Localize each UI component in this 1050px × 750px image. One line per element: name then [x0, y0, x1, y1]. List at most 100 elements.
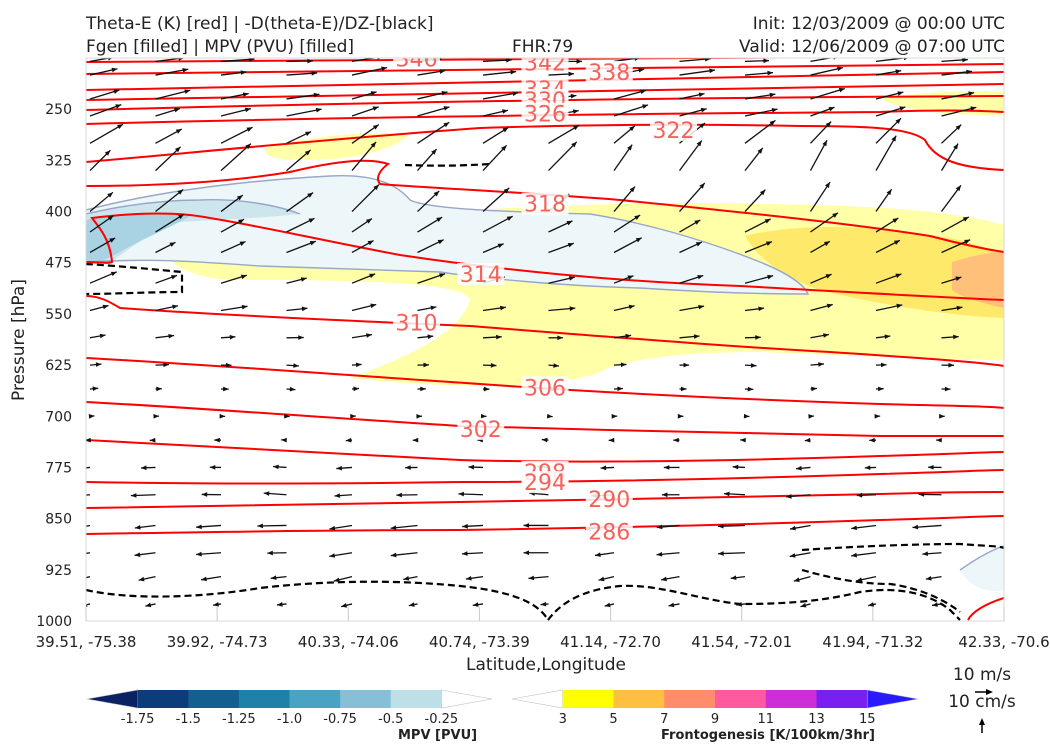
- x-tick-marks: [85, 607, 1005, 621]
- wind-arrow: [810, 106, 835, 117]
- wind-arrow: [196, 551, 222, 557]
- wind-arrow: [220, 92, 249, 100]
- wind-arrow: [613, 362, 627, 368]
- contour-label-bg: [457, 417, 505, 440]
- wind-arrow: [286, 131, 312, 144]
- wind-arrow: [940, 143, 959, 171]
- x-tick-label: 41.14, -72.70: [560, 633, 661, 651]
- mpv-colorbar: -1.75 -1.5 -1.25 -1.0 -0.75 -0.5 -0.25: [86, 689, 493, 727]
- wind-arrow: [875, 106, 906, 117]
- wind-arrow: [417, 148, 438, 172]
- contour-label-bg: [585, 520, 633, 543]
- wind-arrow: [541, 437, 549, 443]
- wind-arrow: [270, 575, 287, 581]
- wind-arrow: [810, 212, 839, 233]
- wind-arrow: [390, 524, 418, 531]
- valid-time: Valid: 12/06/2009 @ 07:00 UTC: [739, 37, 1005, 57]
- wind-arrow: [744, 92, 776, 100]
- wind-arrow: [286, 192, 314, 213]
- theta-e-label: 338: [588, 61, 630, 86]
- wind-arrow: [804, 437, 811, 443]
- wind-arrow: [482, 144, 508, 172]
- wind-arrow: [153, 414, 160, 419]
- wind-arrow: [941, 106, 977, 117]
- wind-arrow: [286, 70, 318, 76]
- contour-label-bg: [521, 102, 569, 125]
- wind-arrow: [130, 493, 156, 498]
- wind-arrow: [155, 241, 176, 254]
- wind-arrow: [482, 109, 509, 117]
- wind-arrow: [89, 123, 124, 144]
- wind-arrow: [679, 68, 716, 76]
- wind-arrow: [86, 494, 91, 496]
- wind-arrow: [548, 71, 575, 77]
- contour-label-bg: [392, 58, 440, 70]
- colorbar-swatch: [511, 689, 564, 709]
- x-tick-label: 40.74, -73.39: [429, 633, 530, 651]
- forecast-hour: FHR:79: [512, 37, 574, 57]
- wind-arrow: [149, 437, 156, 443]
- wind-arrow: [875, 188, 893, 212]
- colorbar-swatch: [390, 690, 442, 708]
- wind-arrow: [600, 465, 615, 471]
- wind-arrow: [155, 304, 179, 312]
- wind-arrow: [548, 306, 576, 312]
- colorbar-tick-label: 11: [757, 712, 774, 727]
- theta-e-label: 326: [524, 103, 566, 128]
- wind-arrow: [851, 524, 877, 531]
- wind-arrow: [679, 107, 707, 117]
- wind-arrow: [656, 524, 680, 530]
- wind-arrow: [598, 576, 615, 582]
- wind-arrow: [809, 181, 831, 212]
- wind-arrow: [785, 494, 811, 499]
- wind-arrow: [912, 524, 942, 530]
- wind-arrow: [874, 413, 881, 419]
- wind-arrow: [548, 141, 578, 172]
- wind-arrow: [350, 414, 356, 419]
- wind-arrow: [730, 575, 746, 581]
- wind-arrow: [810, 121, 832, 144]
- wind-arrow: [196, 524, 222, 530]
- wind-arrow: [793, 576, 811, 582]
- wind-arrow: [660, 576, 680, 582]
- contour-label-bg: [521, 58, 569, 74]
- wind-arrow: [472, 602, 484, 607]
- wind-arrow: [613, 104, 649, 117]
- wind-arrow: [417, 121, 450, 144]
- wind-arrow: [941, 216, 970, 233]
- colorbar-tick-label: 15: [859, 712, 876, 727]
- wind-arrow: [286, 240, 317, 254]
- wind-arrow: [679, 334, 700, 339]
- x-tick-label: 40.33, -74.06: [298, 633, 399, 651]
- wind-arrow: [856, 576, 877, 582]
- colorbar-swatch: [238, 690, 290, 708]
- theta-e-label: 310: [395, 311, 437, 336]
- wind-arrow: [677, 413, 684, 419]
- wind-arrow: [89, 104, 122, 117]
- wind-arrow: [941, 91, 975, 100]
- wind-arrow: [351, 273, 376, 284]
- wind-arrow: [875, 91, 904, 100]
- wind-arrow: [941, 386, 951, 392]
- wind-arrow: [417, 239, 444, 254]
- wind-arrow: [333, 576, 353, 583]
- wind-arrow: [875, 135, 897, 171]
- wind-arrow: [941, 124, 962, 144]
- wind-arrow: [613, 89, 647, 100]
- wind-arrow: [869, 437, 877, 443]
- x-tick-label: 41.94, -71.32: [822, 633, 923, 651]
- wind-arrow: [89, 333, 106, 339]
- wind-arrow: [461, 551, 484, 556]
- wind-arrow: [736, 602, 746, 607]
- wind-arrow: [220, 70, 247, 76]
- y-tick-label: 325: [45, 153, 72, 169]
- wind-arrow: [679, 92, 705, 100]
- wind-arrow: [482, 386, 490, 392]
- wind-arrow: [220, 143, 252, 172]
- wind-arrow: [329, 552, 353, 558]
- wind-arrow: [276, 602, 287, 607]
- wind-arrow: [286, 386, 296, 392]
- wind-arrow: [220, 362, 232, 368]
- contour-label-bg: [650, 119, 698, 142]
- y-tick-labels: 250 325 400 475 550 625 700 775 850 925 1000: [36, 102, 72, 630]
